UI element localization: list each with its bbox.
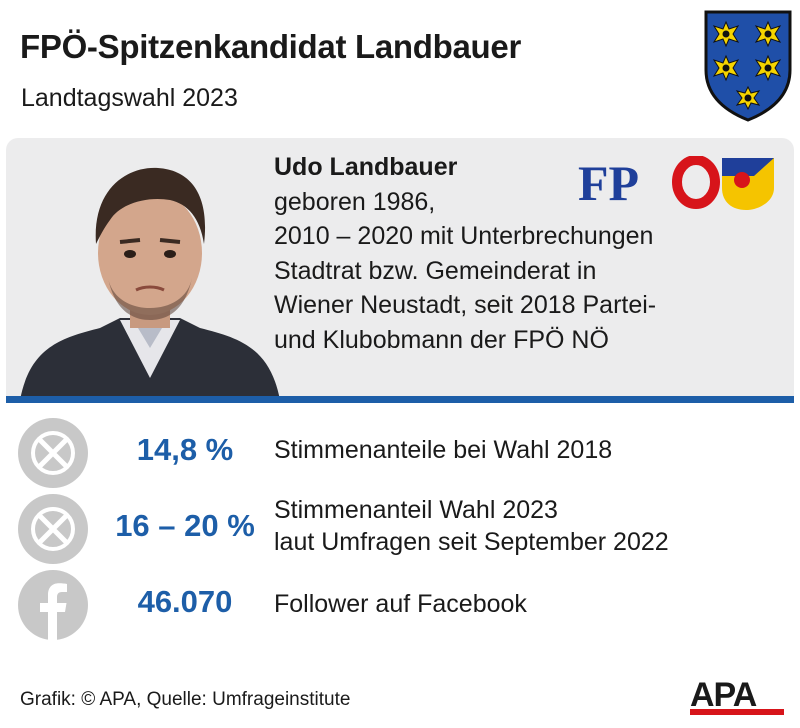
svg-text:APA: APA — [690, 676, 757, 714]
panel-divider — [6, 396, 794, 403]
ballot-cross-icon — [18, 418, 88, 488]
stat-row: 16 – 20 % Stimmenanteil Wahl 2023 laut U… — [0, 494, 800, 564]
stat-description-line: Stimmenanteil Wahl 2023 — [274, 496, 558, 524]
page-subtitle: Landtagswahl 2023 — [21, 84, 238, 112]
stat-description: Stimmenanteil Wahl 2023 laut Umfragen se… — [274, 494, 669, 558]
stat-description: Stimmenanteile bei Wahl 2018 — [274, 436, 613, 464]
candidate-bio: Udo Landbauer geboren 1986, 2010 – 2020 … — [274, 150, 656, 357]
stat-value: 16 – 20 % — [115, 508, 255, 543]
stat-description-line: laut Umfragen seit September 2022 — [274, 528, 669, 556]
profile-panel: Udo Landbauer geboren 1986, 2010 – 2020 … — [6, 138, 794, 400]
coat-of-arms-icon — [704, 10, 792, 122]
bio-line: geboren 1986, — [274, 187, 436, 216]
stat-row: 46.070 Follower auf Facebook — [0, 570, 800, 640]
svg-text:FP: FP — [578, 156, 639, 210]
stat-value: 46.070 — [137, 584, 233, 619]
page-title: FPÖ-Spitzenkandidat Landbauer — [20, 28, 522, 65]
stat-value: 14,8 % — [136, 432, 234, 467]
candidate-portrait — [20, 167, 280, 400]
fpo-party-logo: FP — [578, 156, 774, 210]
facebook-icon — [18, 570, 88, 640]
bio-line: 2010 – 2020 mit Unterbrechungen — [274, 222, 654, 250]
source-credit: Grafik: © APA, Quelle: Umfrageinstitute — [20, 689, 351, 710]
bio-line: Wiener Neustadt, seit 2018 Partei- — [274, 291, 657, 319]
bio-line: und Klubobmann der FPÖ NÖ — [274, 325, 609, 354]
stat-row: 14,8 % Stimmenanteile bei Wahl 2018 — [0, 418, 800, 488]
apa-logo: APA — [690, 676, 784, 715]
stat-description: Follower auf Facebook — [274, 590, 527, 618]
ballot-cross-icon — [18, 494, 88, 564]
candidate-name: Udo Landbauer — [274, 153, 458, 181]
bio-line: Stadtrat bzw. Gemeinderat in — [274, 256, 597, 285]
